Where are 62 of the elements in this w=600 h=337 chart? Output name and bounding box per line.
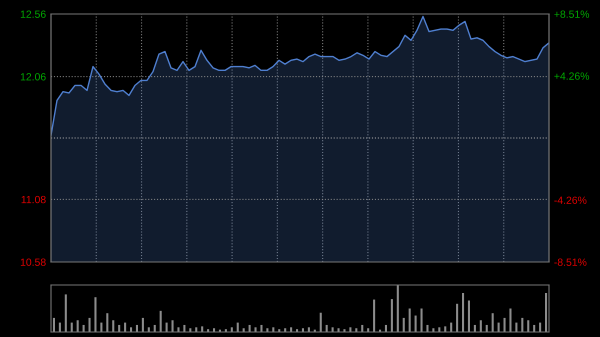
bar — [142, 318, 144, 332]
bar — [320, 312, 322, 332]
bar — [390, 299, 393, 332]
bar — [195, 327, 198, 332]
bar — [88, 318, 91, 332]
bar — [515, 322, 518, 332]
y2-tick-label: +8.51% — [554, 10, 590, 18]
bar — [70, 322, 73, 332]
bar — [189, 328, 192, 332]
bar — [545, 292, 548, 332]
y2-tick-label: -4.26% — [554, 196, 586, 204]
bar — [498, 322, 500, 332]
bar — [100, 322, 102, 332]
bar — [492, 313, 494, 332]
bar — [338, 328, 340, 332]
bar — [468, 300, 470, 332]
bar — [160, 310, 162, 332]
bar — [302, 328, 304, 332]
bar — [509, 308, 512, 332]
bar — [402, 318, 405, 332]
y-tick-label: 10.58 — [20, 258, 46, 266]
y-tick-label: 12.56 — [20, 10, 46, 18]
bar — [278, 329, 280, 332]
bar — [76, 320, 79, 332]
bar — [450, 322, 452, 332]
bar — [408, 308, 411, 332]
bar — [355, 328, 358, 332]
bar — [361, 324, 364, 332]
bar — [166, 322, 168, 332]
bar — [106, 313, 108, 332]
y-tick-label: 12.06 — [20, 73, 46, 81]
bar — [432, 328, 434, 332]
bar — [172, 320, 174, 332]
y-tick-label: 11.08 — [22, 196, 46, 204]
bar — [52, 318, 55, 332]
bar — [124, 322, 126, 332]
bar — [94, 297, 96, 332]
bar — [456, 304, 458, 332]
bar — [112, 320, 114, 332]
bar — [504, 318, 506, 332]
bar — [213, 328, 216, 332]
bar — [284, 328, 286, 332]
bar — [420, 308, 423, 332]
bar — [539, 322, 542, 332]
y2-tick-label: -8.51% — [554, 258, 586, 266]
bar — [367, 328, 370, 332]
bar — [242, 328, 245, 332]
bar — [373, 300, 376, 332]
y2-tick-label: +4.26% — [554, 72, 590, 80]
bar — [236, 322, 239, 332]
bar — [527, 320, 530, 332]
bar — [486, 324, 488, 332]
bar — [414, 316, 417, 332]
bar — [64, 294, 67, 332]
bar — [396, 285, 399, 332]
bar — [462, 292, 464, 332]
bar — [444, 326, 446, 332]
bar — [154, 324, 156, 332]
bar — [266, 328, 268, 332]
bar — [480, 320, 482, 332]
bar — [58, 322, 61, 332]
bar — [521, 318, 524, 332]
